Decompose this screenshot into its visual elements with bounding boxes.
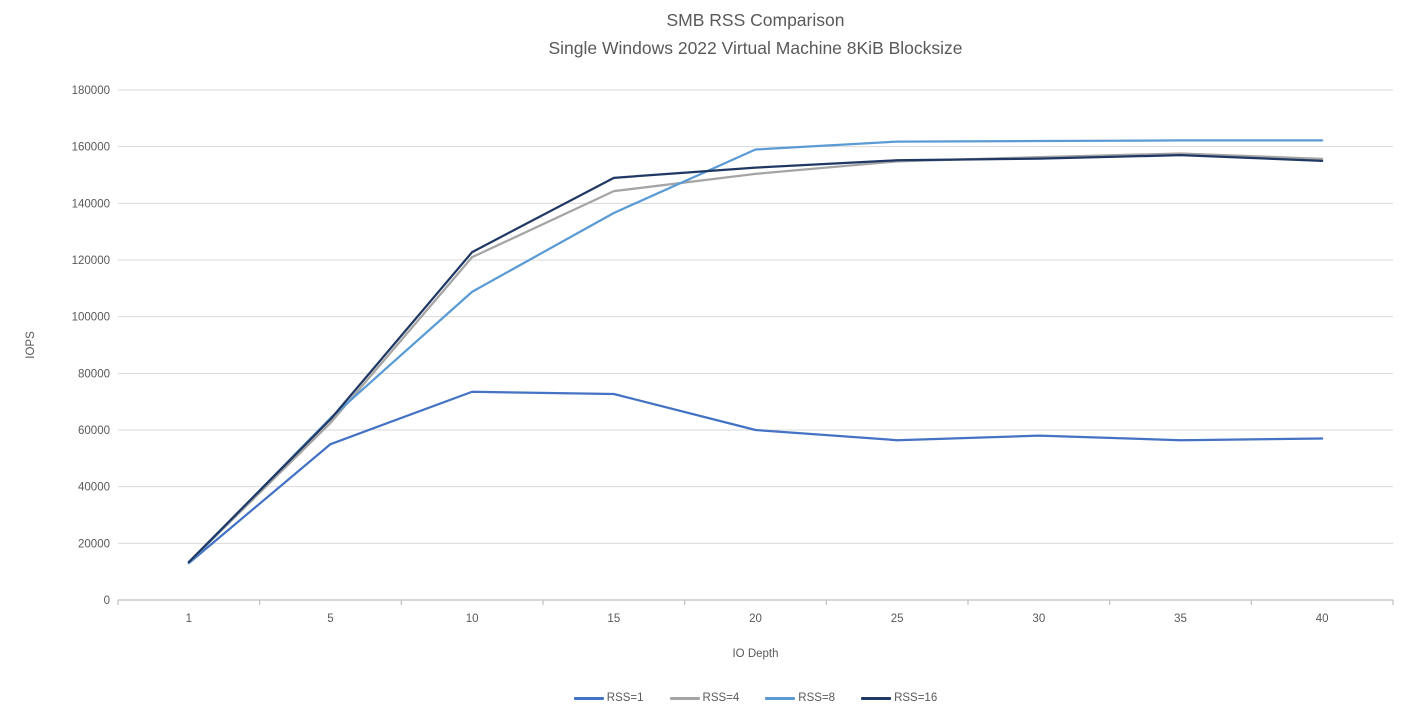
legend-label: RSS=1 — [606, 692, 644, 704]
x-axis-tick-label: 30 — [1032, 613, 1045, 625]
legend-label: RSS=16 — [894, 692, 938, 704]
legend-label: RSS=4 — [702, 692, 740, 704]
x-axis-tick-label: 1 — [186, 613, 192, 625]
x-axis-title: IO Depth — [732, 648, 779, 660]
series-line-rss-4 — [187, 152, 1324, 564]
y-axis-tick-label: 80000 — [78, 368, 110, 380]
y-axis-tick-label: 100000 — [72, 312, 110, 324]
series-line-rss-1 — [187, 390, 1324, 565]
legend-item-rss-4: RSS=4 — [669, 692, 740, 704]
y-axis-tick-label: 120000 — [72, 255, 110, 267]
x-axis-tick-label: 10 — [466, 613, 479, 625]
y-axis-tick-label: 140000 — [72, 198, 110, 210]
y-axis-tick-label: 60000 — [78, 425, 110, 437]
legend-item-rss-1: RSS=1 — [573, 692, 644, 704]
y-axis-tick-label: 160000 — [72, 142, 110, 154]
chart-title-block: SMB RSS Comparison Single Windows 2022 V… — [118, 6, 1393, 62]
legend-item-rss-8: RSS=8 — [765, 692, 835, 704]
chart-legend: RSS=1 RSS=4 RSS=8 RSS=16 — [118, 692, 1393, 704]
legend-label: RSS=8 — [798, 692, 836, 704]
x-axis-tick-label: 5 — [327, 613, 333, 625]
legend-line-swatch — [861, 696, 892, 700]
series-line-rss-16 — [187, 154, 1324, 564]
y-axis-title: IOPS — [25, 331, 37, 359]
x-axis-tick-label: 25 — [891, 613, 904, 625]
legend-item-rss-16: RSS=16 — [861, 692, 937, 704]
legend-line-swatch — [669, 696, 700, 700]
legend-line-swatch — [765, 696, 796, 700]
series-line-rss-8 — [187, 139, 1324, 565]
y-axis-tick-label: 20000 — [78, 538, 110, 550]
x-axis-tick-label: 35 — [1174, 613, 1187, 625]
chart-title: SMB RSS Comparison — [666, 10, 845, 30]
x-axis-tick-label: 20 — [749, 613, 762, 625]
x-axis-tick-label: 15 — [607, 613, 620, 625]
legend-line-swatch — [573, 696, 604, 700]
x-axis-tick-label: 40 — [1316, 613, 1329, 625]
y-axis-tick-label: 180000 — [72, 85, 110, 97]
y-axis-tick-label: 0 — [104, 595, 110, 607]
chart-subtitle: Single Windows 2022 Virtual Machine 8KiB… — [548, 38, 963, 58]
y-axis-tick-label: 40000 — [78, 482, 110, 494]
